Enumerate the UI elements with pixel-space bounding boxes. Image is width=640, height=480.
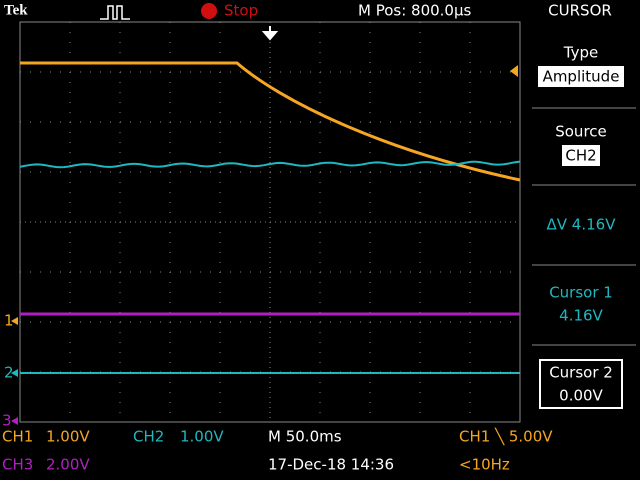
ch2-arrow [11, 369, 18, 377]
ch1-marker: 1 [4, 312, 14, 330]
graticule-grid [20, 22, 520, 422]
ch3-scale: 2.00V [46, 456, 90, 474]
source-label[interactable]: Source [555, 123, 607, 141]
ch1-scale: 1.00V [46, 428, 90, 446]
type-label[interactable]: Type [563, 44, 598, 62]
ch1-arrow [11, 317, 18, 325]
cursor1-value: 4.16V [559, 307, 603, 325]
cursor2-box [539, 359, 623, 409]
cursor1-label[interactable]: Cursor 1 [549, 284, 613, 302]
cursor2-label[interactable]: Cursor 2 [549, 364, 613, 382]
timebase: M 50.0ms [268, 428, 342, 446]
stop-indicator [201, 3, 217, 19]
cursor2-value: 0.00V [559, 387, 603, 405]
ch3-label: CH3 [2, 456, 33, 474]
horizontal-position: M Pos: 800.0µs [358, 2, 472, 20]
trigger-position-marker [261, 26, 279, 41]
ch2-trace [19, 160, 521, 169]
ch2-marker: 2 [4, 364, 14, 382]
trigger-readout: CH1 ╲ 5.00V [459, 428, 553, 446]
source-value[interactable]: CH2 [565, 147, 596, 165]
run-state: Stop [224, 2, 258, 20]
trigger-level-marker [510, 65, 518, 77]
type-value-bg [538, 66, 624, 87]
ch2-scale: 1.00V [180, 428, 224, 446]
frequency: <10Hz [459, 456, 510, 474]
brand: Tek [4, 2, 28, 18]
side-menu-separators [532, 107, 636, 346]
ch2-label: CH2 [133, 428, 164, 446]
datetime: 17-Dec-18 14:36 [268, 456, 394, 474]
ch3-marker: 3 [2, 412, 12, 430]
ch1-label: CH1 [2, 428, 33, 446]
type-value[interactable]: Amplitude [543, 68, 620, 86]
acquire-icon [100, 5, 130, 20]
delta-readout: ΔV 4.16V [547, 216, 617, 234]
ch1-trace [20, 61, 521, 182]
menu-title: CURSOR [548, 2, 612, 20]
source-value-bg [562, 145, 600, 166]
ch3-arrow [11, 417, 18, 425]
